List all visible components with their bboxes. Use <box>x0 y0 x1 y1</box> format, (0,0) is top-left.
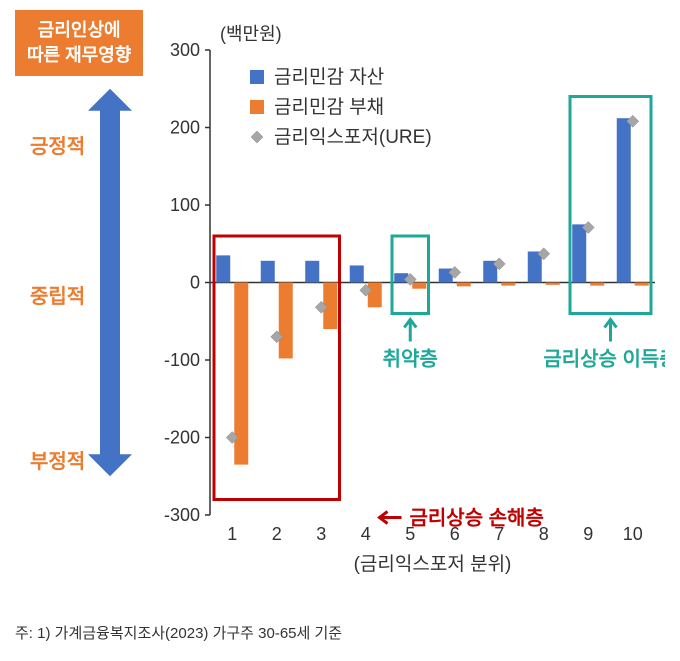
svg-text:2: 2 <box>272 524 282 544</box>
svg-text:9: 9 <box>583 524 593 544</box>
chart-svg: -300-200-1000100200300(백만원)취약층금리상승 이득층금리… <box>15 20 665 580</box>
svg-text:금리민감 부채: 금리민감 부채 <box>274 96 384 118</box>
label-neutral: 중립적 <box>30 280 85 309</box>
svg-text:3: 3 <box>316 524 326 544</box>
svg-text:300: 300 <box>170 40 200 60</box>
svg-text:금리상승 손해층: 금리상승 손해층 <box>410 507 544 530</box>
svg-text:금리익스포저(URE): 금리익스포저(URE) <box>274 126 432 148</box>
svg-text:10: 10 <box>623 524 643 544</box>
svg-text:6: 6 <box>450 524 460 544</box>
chart-container: -300-200-1000100200300(백만원)취약층금리상승 이득층금리… <box>15 20 665 580</box>
svg-text:취약층: 취약층 <box>383 348 438 371</box>
svg-text:(백만원): (백만원) <box>220 24 282 44</box>
svg-text:-100: -100 <box>164 350 200 370</box>
svg-text:4: 4 <box>361 524 371 544</box>
svg-text:200: 200 <box>170 118 200 138</box>
svg-text:금리민감 자산: 금리민감 자산 <box>274 66 384 88</box>
svg-text:(금리익스포저 분위): (금리익스포저 분위) <box>354 553 512 575</box>
svg-text:-200: -200 <box>164 428 200 448</box>
svg-text:-300: -300 <box>164 505 200 525</box>
svg-text:1: 1 <box>227 524 237 544</box>
label-negative: 부정적 <box>30 445 85 474</box>
svg-text:7: 7 <box>494 524 504 544</box>
svg-text:0: 0 <box>190 273 200 293</box>
svg-text:100: 100 <box>170 195 200 215</box>
svg-text:5: 5 <box>405 524 415 544</box>
label-positive: 긍정적 <box>30 130 85 159</box>
footnote: 주: 1) 가계금융복지조사(2023) 가구주 30-65세 기준 <box>15 622 342 643</box>
svg-text:8: 8 <box>539 524 549 544</box>
svg-text:금리상승 이득층: 금리상승 이득층 <box>543 348 665 371</box>
